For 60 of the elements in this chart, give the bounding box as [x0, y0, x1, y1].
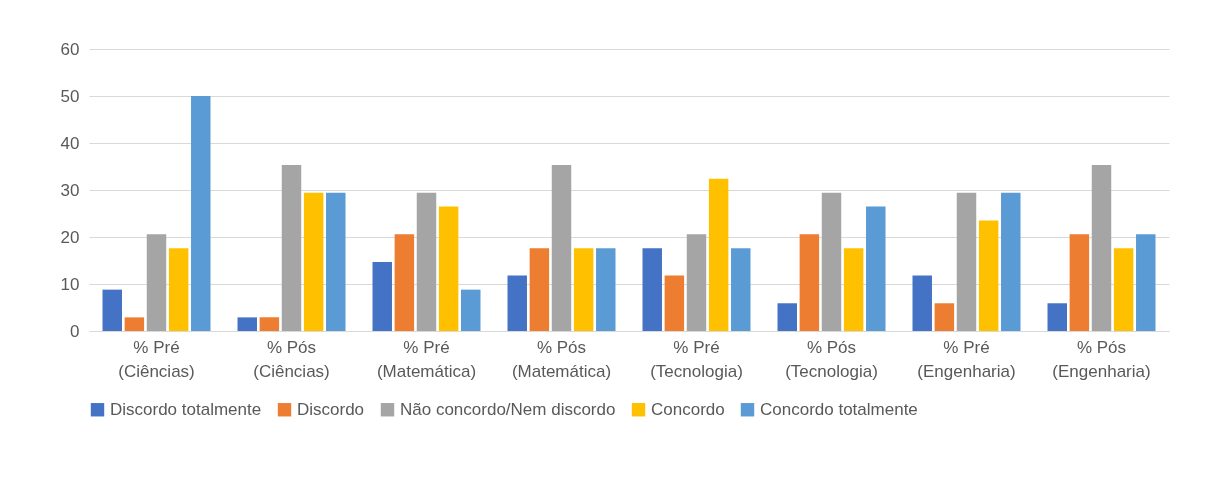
bar — [777, 303, 797, 331]
bar — [912, 275, 932, 331]
x-tick-label: % Pós (Ciências) — [253, 337, 330, 381]
bar — [394, 234, 415, 331]
bar — [1091, 165, 1112, 331]
bar — [237, 317, 257, 331]
y-tick-label: 20 — [60, 227, 80, 247]
x-tick-label: % Pré (Matemática) — [376, 337, 477, 381]
bar — [124, 317, 145, 331]
bar — [461, 289, 481, 331]
bar — [978, 220, 999, 331]
y-tick-label: 40 — [60, 133, 80, 153]
bar — [326, 192, 346, 331]
bar — [1001, 192, 1021, 331]
bar — [934, 303, 955, 331]
bar — [866, 206, 886, 331]
y-tick-label: 50 — [60, 86, 80, 106]
bar — [843, 248, 864, 331]
y-tick-label: 0 — [70, 321, 80, 341]
bar — [372, 261, 392, 331]
bar — [686, 234, 707, 331]
bar — [799, 234, 820, 331]
legend-label: Não concordo/Nem discordo — [400, 399, 616, 419]
bar — [664, 275, 685, 331]
bar — [281, 165, 302, 331]
x-tick-label: % Pós (Matemática) — [511, 337, 612, 381]
bar — [259, 317, 280, 331]
bar — [1069, 234, 1090, 331]
legend-label: Discordo totalmente — [110, 399, 262, 419]
bar — [191, 96, 211, 331]
bar — [551, 165, 572, 331]
x-tick-label: % Pré (Ciências) — [118, 337, 195, 381]
bar — [146, 234, 167, 331]
bar — [956, 192, 977, 331]
bar — [168, 248, 189, 331]
bar — [708, 178, 729, 331]
bar — [438, 206, 459, 331]
x-tick-label: % Pós (Engenharia) — [1052, 337, 1151, 381]
bar — [731, 248, 751, 331]
legend-label: Discordo — [297, 399, 365, 419]
y-tick-label: 10 — [60, 274, 80, 294]
legend-label: Concordo — [651, 399, 725, 419]
x-tick-label: % Pós (Tecnologia) — [785, 337, 878, 381]
bar — [303, 192, 324, 331]
x-tick-label: % Pré (Engenharia) — [917, 337, 1016, 381]
bar — [507, 275, 527, 331]
bar — [529, 248, 550, 331]
bar — [573, 248, 594, 331]
bar — [1047, 303, 1067, 331]
bar — [1113, 248, 1134, 331]
bar — [102, 289, 122, 331]
y-tick-label: 60 — [60, 39, 80, 59]
bar — [642, 248, 662, 331]
bar — [596, 248, 616, 331]
bar — [1136, 234, 1156, 331]
y-tick-label: 30 — [60, 180, 80, 200]
x-tick-label: % Pré (Tecnologia) — [650, 337, 743, 381]
bar — [416, 192, 437, 331]
legend-label: Concordo totalmente — [760, 399, 918, 419]
bar — [821, 192, 842, 331]
